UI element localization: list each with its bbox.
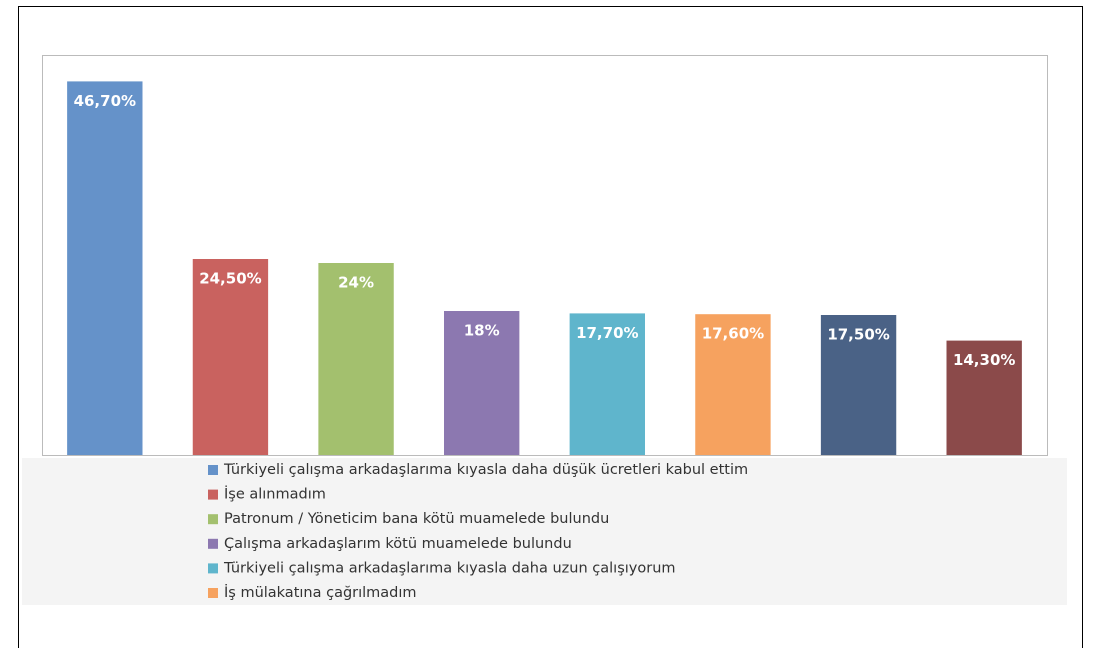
legend-label: Patronum / Yöneticim bana kötü muamelede… (224, 511, 609, 527)
data-label: 24% (338, 274, 374, 292)
data-label: 17,70% (576, 324, 638, 342)
legend-label: İş mülakatına çağrılmadım (224, 583, 417, 601)
legend-swatch (208, 563, 218, 574)
bar (192, 259, 269, 455)
legend-label: Türkiyeli çalışma arkadaşlarıma kıyasla … (223, 462, 748, 478)
data-label: 14,30% (953, 351, 1015, 369)
data-label: 17,60% (702, 325, 764, 343)
legend-label: Türkiyeli çalışma arkadaşlarıma kıyasla … (223, 560, 676, 576)
data-label: 18% (464, 322, 500, 340)
legend-label: Çalışma arkadaşlarım kötü muamelede bulu… (224, 536, 572, 552)
legend-swatch (208, 465, 218, 475)
legend-swatch (208, 588, 218, 598)
legend-swatch (208, 538, 218, 549)
bar (820, 315, 897, 455)
legend-swatch (208, 489, 218, 500)
legend-swatch (208, 514, 218, 525)
data-label: 17,50% (827, 326, 889, 344)
data-label: 24,50% (199, 270, 261, 288)
bar (67, 81, 143, 456)
legend-label: İşe alınmadım (224, 485, 326, 503)
bar (318, 263, 394, 455)
bar (569, 313, 645, 455)
bar (444, 311, 520, 455)
legend-area (22, 458, 1067, 605)
bar (946, 340, 1022, 455)
data-label: 46,70% (74, 92, 136, 110)
bar (695, 314, 771, 455)
